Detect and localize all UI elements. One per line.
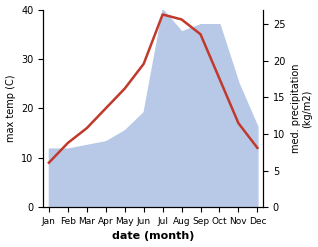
X-axis label: date (month): date (month) (112, 231, 194, 242)
Y-axis label: med. precipitation
(kg/m2): med. precipitation (kg/m2) (291, 64, 313, 153)
Y-axis label: max temp (C): max temp (C) (5, 75, 16, 142)
